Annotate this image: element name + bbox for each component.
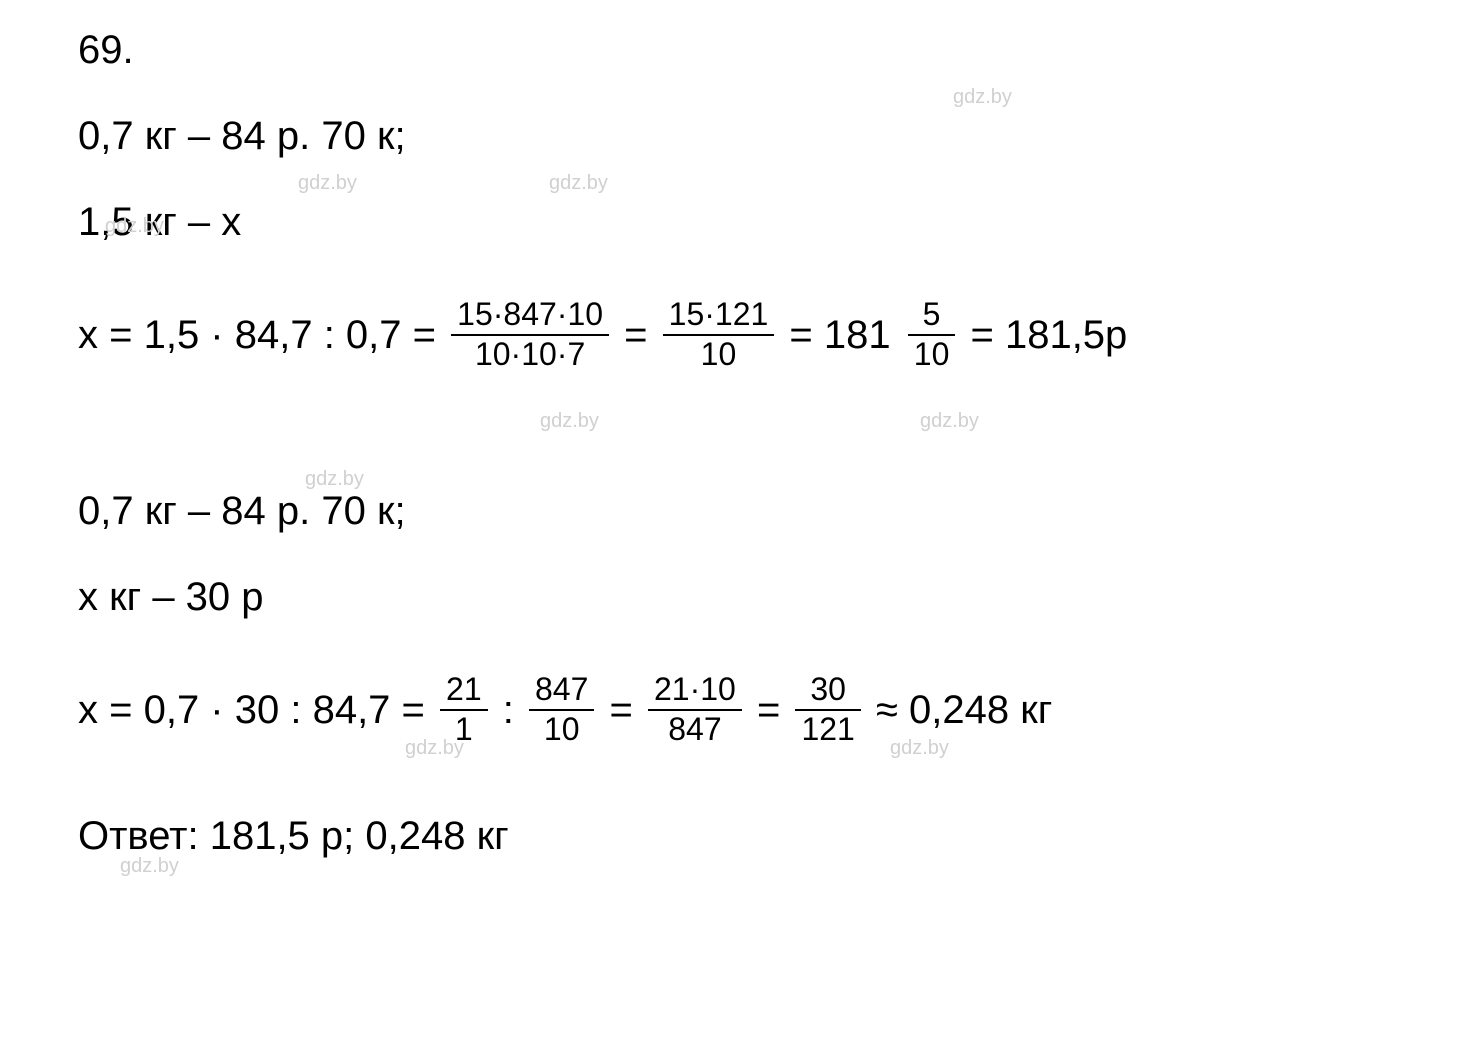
eq1-frac1: 15·847·10 10·10·7 — [451, 298, 609, 371]
eq1-mixed-den: 10 — [908, 336, 956, 372]
eq2-frac3-num: 21·10 — [648, 673, 742, 711]
eq2-frac1: 21 1 — [440, 673, 488, 746]
eq2-frac4-num: 30 — [795, 673, 860, 711]
eq2-frac3: 21·10 847 — [648, 673, 742, 746]
eq2-frac1-den: 1 — [440, 711, 488, 747]
block2-equation: х = 0,7 · 30 : 84,7 = 21 1 : 847 10 = 21… — [78, 673, 1438, 746]
block2-given: 0,7 кг – 84 р. 70 к; — [78, 491, 1438, 531]
block1-unknown: 1,5 кг – х — [78, 202, 1438, 242]
block1-given: 0,7 кг – 84 р. 70 к; — [78, 116, 1438, 156]
eq2-mid2: = — [610, 690, 633, 730]
eq2-frac1-num: 21 — [440, 673, 488, 711]
eq1-lead: х = 1,5 · 84,7 : 0,7 = — [78, 315, 436, 355]
eq1-mixed-num: 5 — [908, 298, 956, 336]
eq2-mid3: = — [757, 690, 780, 730]
eq1-frac2-num: 15·121 — [663, 298, 775, 336]
problem-number: 69. — [78, 30, 1438, 70]
eq1-frac1-num: 15·847·10 — [451, 298, 609, 336]
answer-line: Ответ: 181,5 р; 0,248 кг — [78, 816, 1438, 856]
eq2-frac4: 30 121 — [795, 673, 860, 746]
eq2-frac2: 847 10 — [529, 673, 594, 746]
eq1-mixed-frac: 5 10 — [908, 298, 956, 371]
eq2-mid1: : — [503, 690, 514, 730]
eq1-frac2: 15·121 10 — [663, 298, 775, 371]
eq1-mid1: = — [624, 315, 647, 355]
eq1-mixed-int: 181 — [824, 315, 891, 355]
eq2-lead: х = 0,7 · 30 : 84,7 = — [78, 690, 425, 730]
eq1-frac1-den: 10·10·7 — [451, 336, 609, 372]
eq1-tail: = 181,5р — [970, 315, 1127, 355]
eq2-frac2-num: 847 — [529, 673, 594, 711]
eq2-tail: ≈ 0,248 кг — [876, 690, 1052, 730]
eq1-frac2-den: 10 — [663, 336, 775, 372]
eq2-frac3-den: 847 — [648, 711, 742, 747]
eq1-mid2: = — [789, 315, 812, 355]
block2-unknown: х кг – 30 р — [78, 577, 1438, 617]
eq2-frac4-den: 121 — [795, 711, 860, 747]
block1-equation: х = 1,5 · 84,7 : 0,7 = 15·847·10 10·10·7… — [78, 298, 1438, 371]
eq2-frac2-den: 10 — [529, 711, 594, 747]
